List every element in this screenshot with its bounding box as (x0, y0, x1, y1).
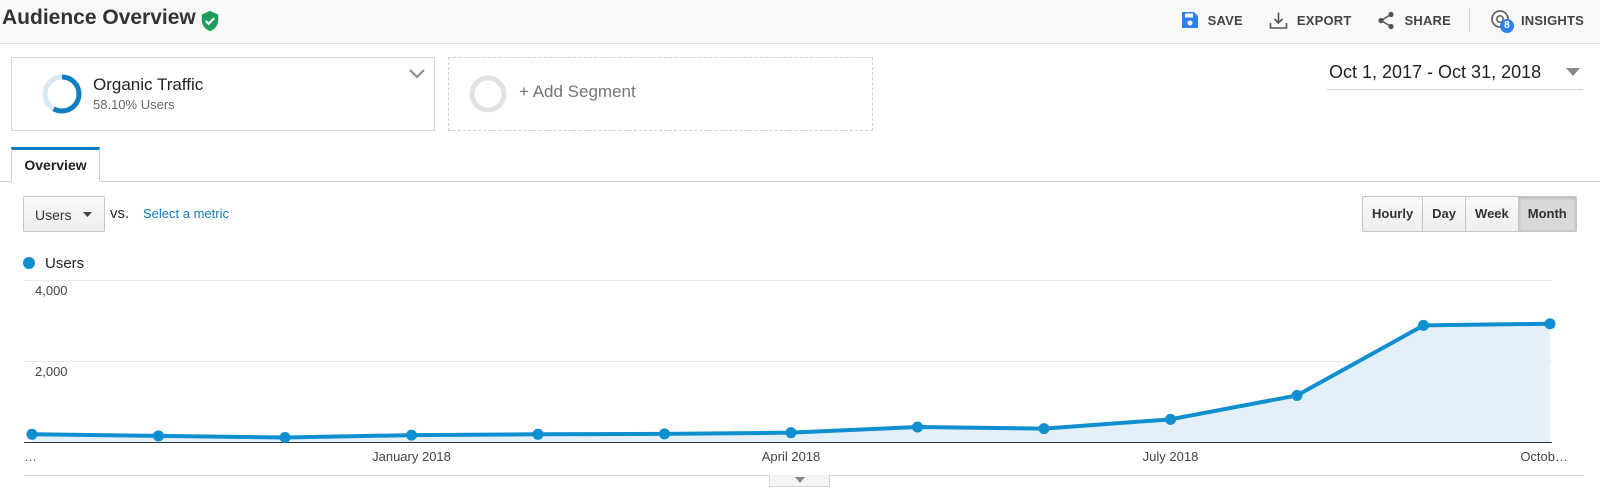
granularity-month[interactable]: Month (1517, 197, 1576, 231)
data-point (912, 421, 923, 433)
x-tick-label: … (24, 449, 37, 464)
chevron-down-icon (795, 477, 805, 483)
data-point (785, 427, 797, 439)
empty-segment-donut-icon (469, 75, 507, 113)
segment-percentage: 58.10% Users (93, 97, 175, 112)
granularity-day[interactable]: Day (1422, 197, 1466, 231)
legend-swatch (23, 257, 35, 269)
insights-count-badge: 8 (1500, 19, 1514, 33)
save-icon (1181, 12, 1198, 28)
segment-card-organic-traffic[interactable]: Organic Traffic 58.10% Users (11, 57, 435, 131)
chart-expand-handle[interactable] (769, 475, 830, 487)
add-segment-label: + Add Segment (519, 82, 636, 101)
data-point (1038, 423, 1050, 435)
report-actions: SAVE EXPORT SHARE (1155, 0, 1584, 40)
caret-down-icon (1566, 68, 1580, 76)
data-point (26, 428, 38, 440)
segment-name: Organic Traffic (93, 75, 204, 94)
data-point (1291, 389, 1303, 401)
data-point (659, 428, 670, 440)
tab-overview[interactable]: Overview (11, 147, 100, 182)
save-button[interactable]: SAVE (1181, 11, 1243, 29)
data-point (406, 429, 417, 441)
users-line-chart: 2,000 4,000 … January 2018 April 2018 July 20… (24, 280, 1568, 464)
data-point (1544, 318, 1556, 330)
segment-donut-icon (42, 74, 82, 114)
share-icon (1378, 11, 1395, 29)
export-label: EXPORT (1296, 12, 1352, 28)
vs-label: vs. (110, 205, 130, 222)
caret-down-icon (83, 212, 92, 217)
y-tick-label: 4,000 (35, 283, 68, 298)
x-tick-label: January 2018 (372, 449, 451, 464)
x-tick-label: Octob… (1520, 449, 1568, 464)
y-tick-label: 2,000 (35, 364, 68, 379)
save-label: SAVE (1207, 12, 1243, 28)
time-granularity-toggle: Hourly Day Week Month (1362, 196, 1577, 232)
granularity-hourly[interactable]: Hourly (1363, 197, 1423, 231)
insights-label: INSIGHTS (1521, 12, 1584, 28)
date-range-picker[interactable]: Oct 1, 2017 - Oct 31, 2018 (1327, 60, 1583, 90)
add-segment-button[interactable]: + Add Segment (448, 57, 873, 131)
metric-dropdown[interactable]: Users (23, 196, 105, 232)
share-button[interactable]: SHARE (1377, 11, 1451, 30)
data-point (1165, 413, 1176, 425)
x-tick-label: July 2018 (1143, 449, 1199, 464)
export-icon (1269, 12, 1288, 29)
export-button[interactable]: EXPORT (1269, 11, 1352, 30)
date-range-text: Oct 1, 2017 - Oct 31, 2018 (1329, 62, 1542, 82)
verified-shield-icon (201, 10, 219, 32)
actions-divider (1469, 8, 1470, 32)
chevron-down-icon[interactable] (408, 68, 426, 80)
data-point (153, 430, 164, 442)
data-point (279, 432, 291, 444)
share-label: SHARE (1404, 12, 1451, 28)
report-header: Audience Overview SAVE EXPORT (0, 0, 1600, 44)
granularity-week[interactable]: Week (1465, 197, 1518, 231)
insights-button[interactable]: 8 INSIGHTS (1490, 9, 1584, 33)
series-area-users (32, 323, 1550, 442)
tab-bar-line (0, 181, 1600, 182)
x-tick-label: April 2018 (762, 449, 821, 464)
metric-dropdown-label: Users (35, 207, 72, 223)
select-metric-link[interactable]: Select a metric (143, 206, 229, 221)
data-point (1418, 319, 1429, 331)
data-point (532, 428, 544, 440)
legend-label: Users (45, 255, 85, 272)
page-title: Audience Overview (2, 6, 196, 29)
